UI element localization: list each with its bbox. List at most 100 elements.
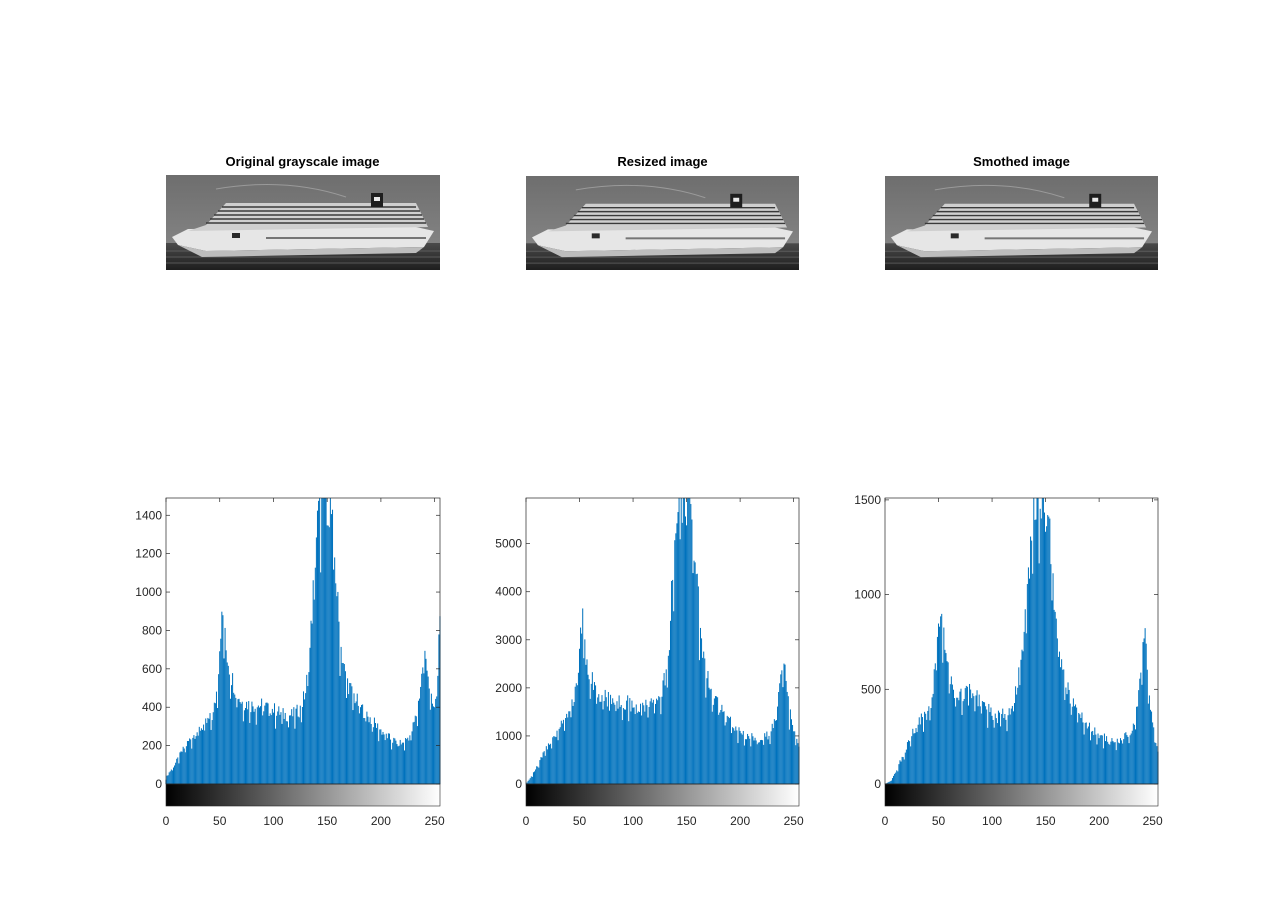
histogram-bar [1147,703,1149,784]
histogram-bar [332,509,334,784]
histogram-bar [1129,735,1131,784]
histogram-bar [1031,540,1033,784]
histogram-bar [419,698,421,784]
histogram-bar [586,659,588,784]
histogram-bar [1068,689,1070,784]
x-tick-label: 0 [163,814,170,828]
histogram-bar [397,746,399,784]
histogram-bar [236,707,238,784]
histogram-bar [788,729,790,784]
histogram-bar [608,710,610,784]
histogram-bar [1030,536,1032,784]
histogram-bar [383,734,385,784]
histogram-bar [1052,573,1054,784]
histogram-bar [680,498,682,784]
histogram-bar [707,671,709,784]
histogram-bar [429,709,431,784]
histogram-bar [414,715,416,784]
histogram-bar [249,722,251,784]
histogram-bar [256,707,258,784]
histogram-bar [767,739,769,784]
histogram-bar [735,726,737,784]
histogram-bar [660,714,662,784]
histogram-bar [341,662,343,784]
histogram-bar [359,707,361,784]
histogram-bar [1025,633,1027,784]
histogram-bar [1047,515,1049,784]
histogram-bar [722,712,724,784]
histogram-bar [1125,732,1127,784]
histogram-bar [626,700,628,784]
histogram-bar [194,738,196,784]
histogram-bar [307,686,309,784]
histogram-bar [304,699,306,784]
y-tick-label: 0 [515,777,522,791]
histogram-bar [1155,743,1157,784]
histogram-bar [732,727,734,784]
histogram-bar [994,713,996,784]
histogram-bar [172,767,175,784]
histogram-bar [352,710,354,784]
histogram-bar [385,733,387,784]
histogram-bar [605,697,607,784]
histogram-bar [1069,703,1071,784]
histogram-bar [299,705,301,784]
histogram-bar [725,722,727,784]
histogram-bar [578,648,581,784]
histogram-bar [247,709,249,784]
histogram-bar [298,717,300,784]
histogram-bar [893,775,895,784]
histogram-bar [1012,711,1014,784]
histogram-bar [977,706,979,784]
histogram-bar [196,732,198,784]
histogram-bar [270,715,272,784]
histogram-bar [785,680,787,784]
histogram-bar [541,757,543,784]
x-tick-label: 200 [1089,814,1109,828]
histogram-bar [1083,734,1085,784]
grayscale-colorbar [885,784,1158,806]
histogram-bar [244,708,246,784]
histogram-bar [718,714,720,784]
histogram-bar [790,719,792,784]
histogram-bar [539,760,541,784]
histogram-bar [595,685,597,784]
histogram-bar [333,569,335,784]
histogram-bar [668,650,670,784]
histogram-bar [920,713,922,784]
histogram-bar [356,693,358,784]
x-tick-label: 150 [677,814,697,828]
histogram-bar [583,658,585,784]
histogram-bar [628,721,630,784]
histogram-bar [535,769,537,784]
histogram-bar [1091,731,1093,784]
histogram-bar [1151,711,1153,784]
histogram-bar [269,713,271,784]
histogram-bar [407,737,409,784]
histogram-bar [917,724,919,784]
y-tick-label: 5000 [495,537,522,551]
histogram-bar [910,746,912,784]
histogram-bar [351,686,353,784]
histogram-bar [170,769,172,784]
histogram-bar [209,713,211,784]
histogram-bar [950,676,952,784]
histogram-bar [336,596,338,784]
histogram-bar [944,649,946,784]
histogram-bar [381,734,383,784]
histogram-bar [702,657,704,784]
histogram-bar [290,715,292,784]
histogram-bar [285,721,287,784]
histogram-bar [1035,519,1037,784]
histogram-bar [564,730,566,784]
histogram-bar [361,704,363,784]
histogram-bar [1014,703,1016,784]
histogram-bar [1032,573,1034,784]
histogram-bar [716,696,718,784]
histogram-bar [330,514,332,784]
ship-image-smoothed [885,176,1158,270]
histogram-bar [1056,638,1058,784]
x-tick-label: 200 [730,814,750,828]
histogram-bar [695,574,697,784]
histogram-bar [1122,743,1124,784]
